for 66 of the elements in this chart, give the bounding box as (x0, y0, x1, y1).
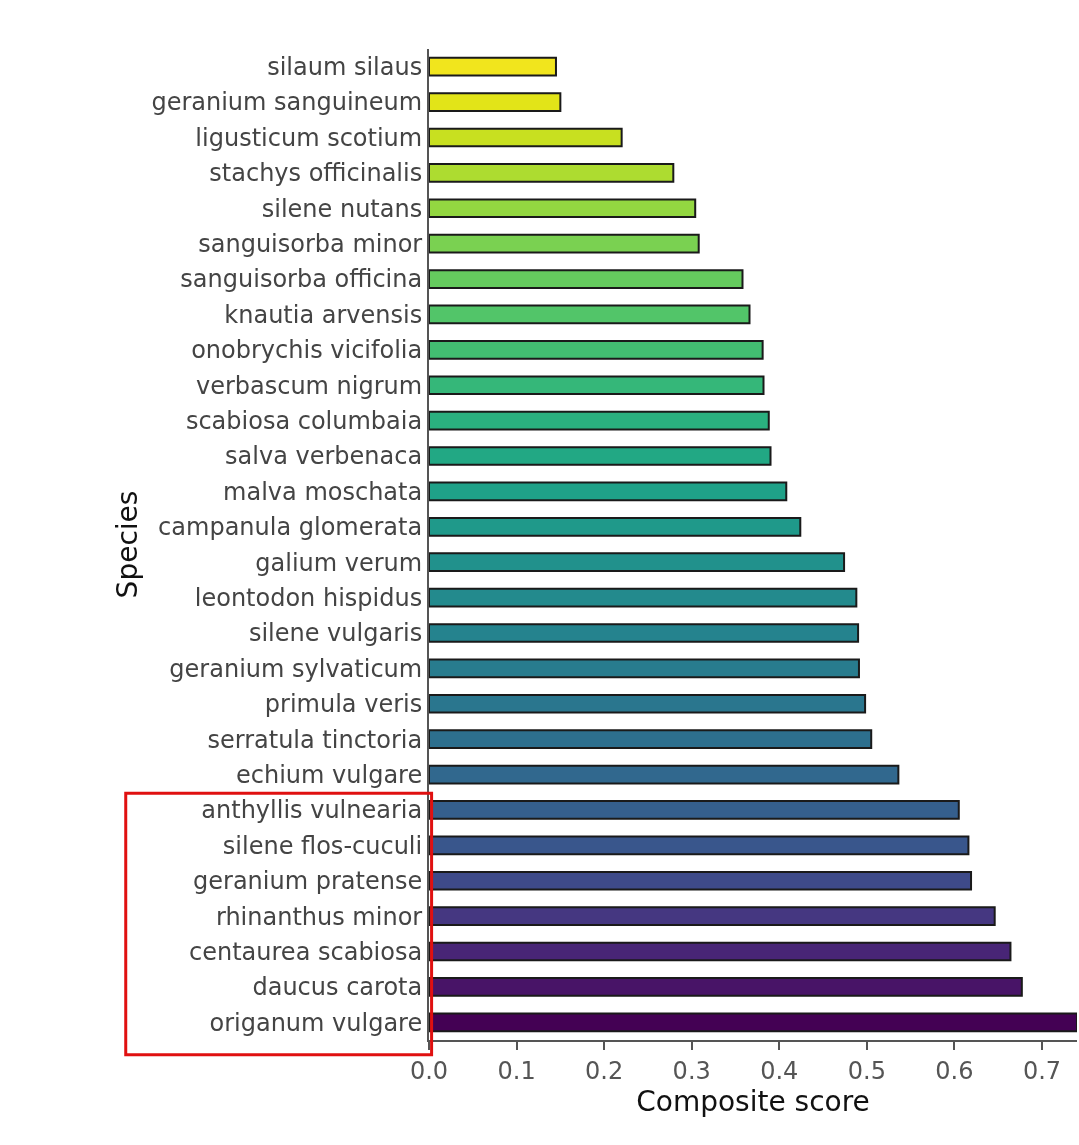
y-tick-label: geranium sanguineum (151, 88, 423, 117)
bar (429, 481, 788, 502)
bar (429, 587, 858, 608)
bar (429, 977, 1023, 997)
y-tick-label: salva verbenaca (225, 442, 423, 471)
bar (429, 729, 873, 750)
x-tick-label: 0.4 (760, 1056, 799, 1085)
bar (429, 623, 860, 643)
y-tick-label: silaum silaus (267, 53, 423, 82)
y-tick-label: silene nutans (261, 194, 423, 223)
y-tick-label: onobrychis vicifolia (191, 336, 423, 365)
bar (429, 906, 996, 926)
y-tick-label: geranium pratense (193, 867, 423, 896)
y-tick-label: scabiosa columbaia (185, 407, 423, 436)
y-tick-label: malva moschata (223, 477, 423, 506)
y-axis-title: Species (110, 490, 144, 599)
y-tick-label: daucus carota (252, 973, 423, 1002)
y-tick-label: knautia arvensis (224, 300, 423, 329)
x-tick-label: 0.2 (585, 1056, 624, 1085)
x-tick-label: 0.7 (1022, 1056, 1062, 1085)
bar (429, 375, 765, 396)
bar (429, 233, 700, 254)
bar (429, 764, 900, 785)
bar (429, 198, 697, 219)
y-tick-label: geranium sylvaticum (169, 654, 423, 683)
bar (429, 552, 846, 573)
bar (429, 941, 1012, 962)
bar (429, 800, 960, 820)
bar (429, 835, 970, 856)
y-tick-label: rhinanthus minor (215, 902, 423, 931)
y-tick-label: sanguisorba officina (180, 265, 423, 294)
bar (429, 127, 623, 148)
y-tick-label: anthyllis vulnearia (201, 796, 423, 825)
y-tick-label: serratula tinctoria (207, 725, 423, 754)
x-tick-label: 0.0 (409, 1056, 449, 1085)
y-tick-label: echium vulgare (236, 760, 423, 789)
bar (429, 92, 562, 112)
bar (429, 516, 802, 537)
bar (429, 870, 973, 891)
x-axis-title: Composite score (636, 1084, 870, 1118)
bar (429, 693, 867, 714)
y-tick-label: silene flos-cuculi (222, 831, 423, 860)
x-tick-label: 0.1 (497, 1056, 536, 1085)
y-tick-label: leontodon hispidus (194, 583, 423, 612)
bar (429, 163, 675, 183)
y-tick-label: campanula glomerata (158, 513, 423, 542)
bar (429, 339, 764, 360)
x-tick-label: 0.3 (672, 1056, 711, 1085)
x-tick-label: 0.6 (935, 1056, 974, 1085)
y-tick-label: silene vulgaris (248, 619, 423, 648)
y-tick-label: centaurea scabiosa (189, 937, 423, 966)
y-tick-label: verbascum nigrum (195, 371, 423, 400)
y-tick-label: galium verum (255, 548, 423, 577)
y-tick-label: primula veris (264, 690, 423, 719)
y-tick-label: origanum vulgare (209, 1008, 423, 1037)
y-tick-label: sanguisorba minor (198, 230, 423, 259)
bar (429, 446, 772, 466)
y-tick-label: stachys officinalis (209, 159, 423, 188)
bar (429, 410, 770, 431)
bar (429, 1012, 1077, 1033)
x-tick-label: 0.5 (847, 1056, 886, 1085)
y-tick-label: ligusticum scotium (195, 123, 423, 152)
bar (429, 304, 751, 325)
bar (429, 56, 557, 77)
bar (429, 269, 744, 289)
bar (429, 658, 860, 679)
